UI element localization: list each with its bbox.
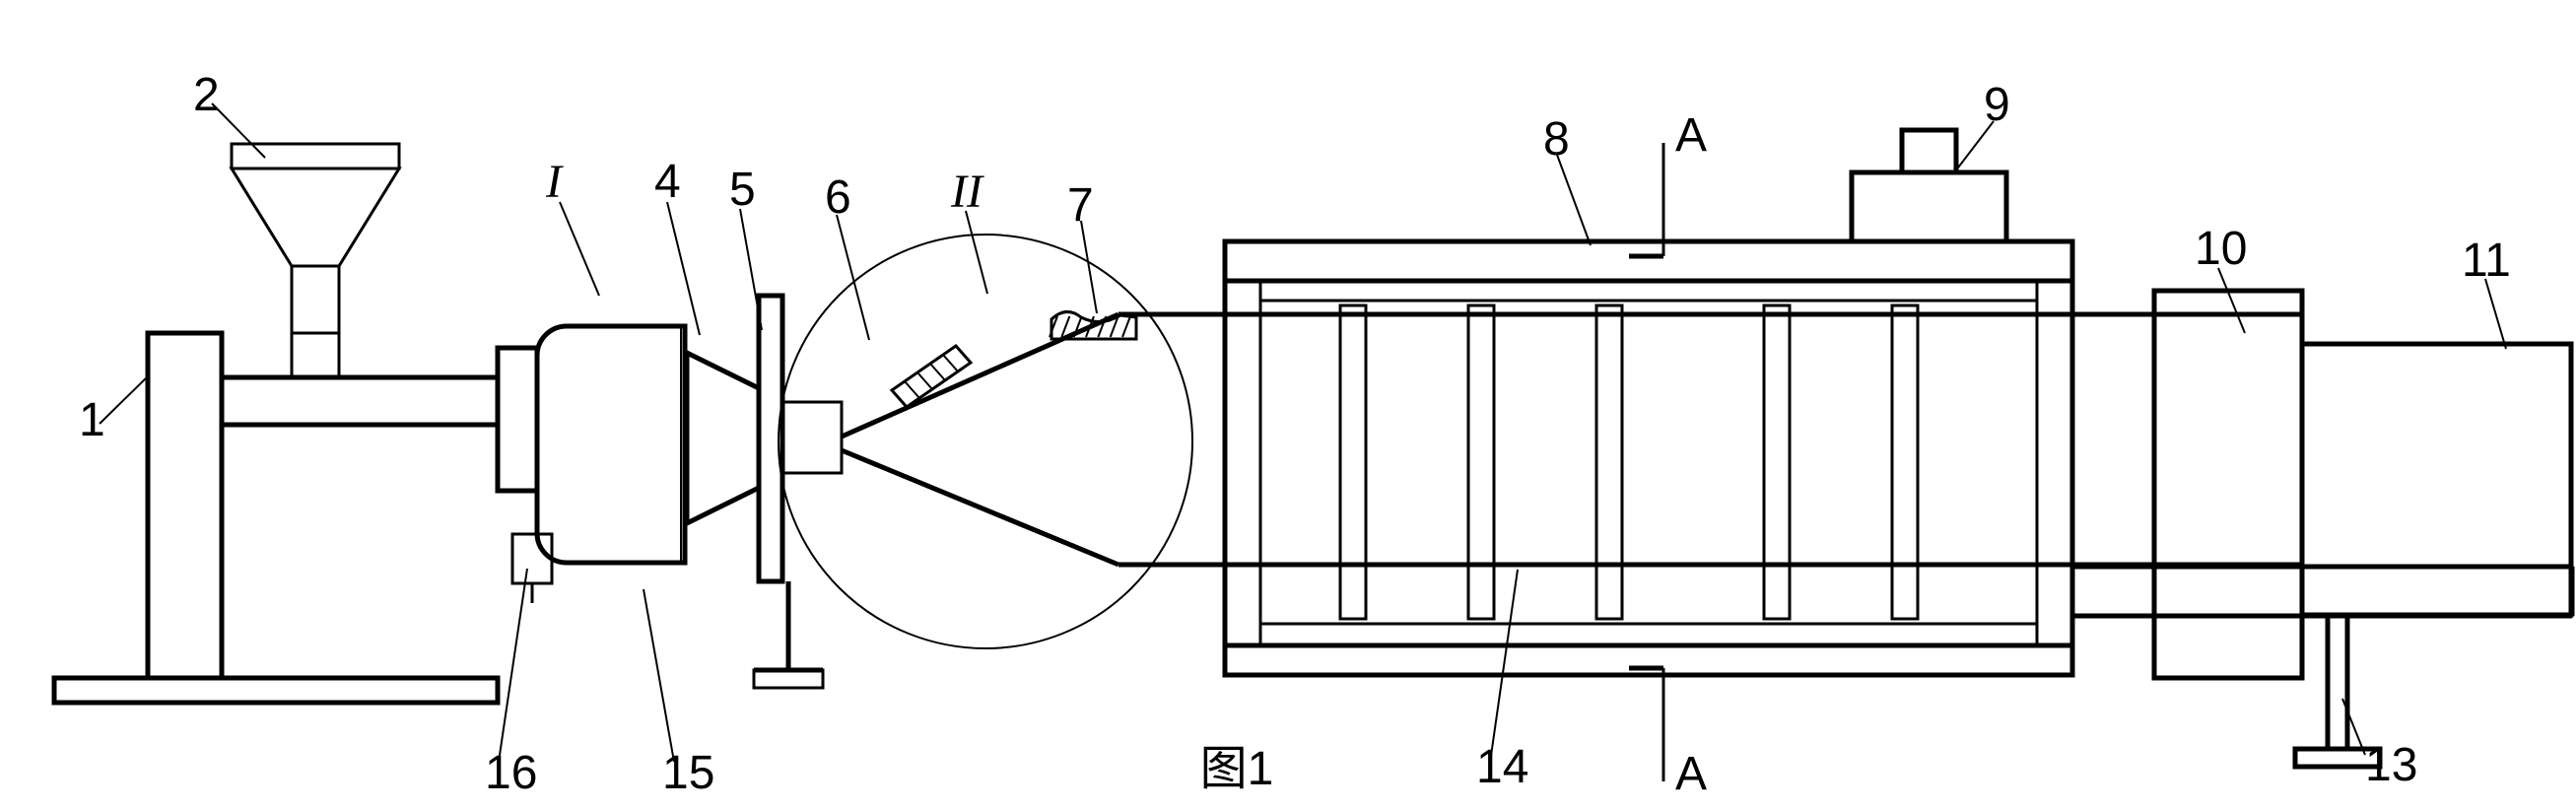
leader-9 xyxy=(1955,121,1994,171)
leader-10 xyxy=(2218,268,2245,333)
leader-11 xyxy=(2485,279,2506,349)
label-8: 8 xyxy=(1543,113,1570,166)
leader-5 xyxy=(740,209,762,330)
leader-I xyxy=(560,202,599,296)
label-5: 5 xyxy=(729,164,756,216)
label-2: 2 xyxy=(193,69,220,121)
label-7: 7 xyxy=(1067,179,1094,232)
svg-text:A: A xyxy=(1675,748,1707,800)
svg-text:A: A xyxy=(1675,109,1707,162)
label-15: 15 xyxy=(662,747,714,799)
leader-7 xyxy=(1081,221,1097,313)
leader-15 xyxy=(644,589,674,762)
label-4: 4 xyxy=(654,156,681,208)
label-16: 16 xyxy=(485,747,537,799)
leader-6 xyxy=(837,215,869,340)
label-13: 13 xyxy=(2365,739,2417,791)
diagram-canvas: AA12I456II789101113141516图1 xyxy=(0,0,2576,810)
label-10: 10 xyxy=(2195,223,2247,275)
figure-caption: 图1 xyxy=(1200,743,1274,795)
label-9: 9 xyxy=(1984,79,2010,131)
label-1: 1 xyxy=(79,394,105,446)
leader-II xyxy=(966,211,987,294)
leader-16 xyxy=(499,569,527,762)
leader-2 xyxy=(212,103,265,158)
label-II: II xyxy=(950,166,984,218)
leader-4 xyxy=(667,202,700,335)
leader-8 xyxy=(1557,155,1591,245)
label-6: 6 xyxy=(825,171,851,224)
label-14: 14 xyxy=(1476,741,1528,793)
leader-1 xyxy=(100,374,150,424)
label-I: I xyxy=(545,156,564,208)
